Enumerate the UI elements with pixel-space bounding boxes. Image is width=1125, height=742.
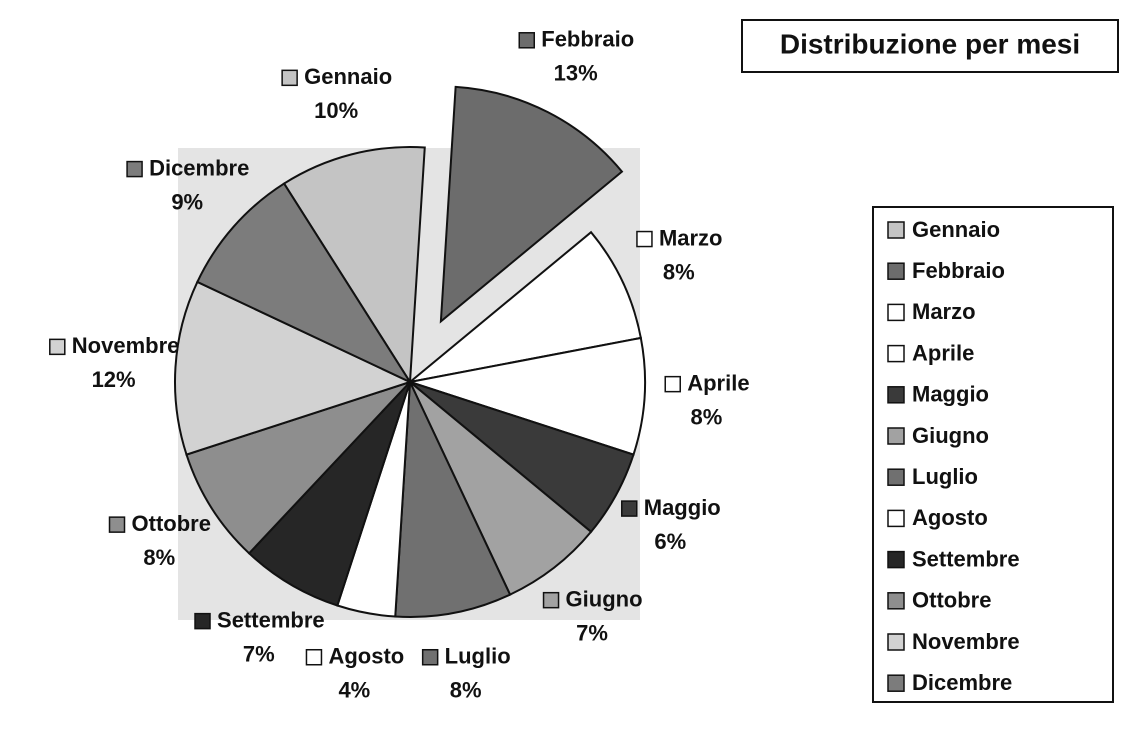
slice-label-name: Novembre: [72, 333, 180, 358]
slice-label-value: 6%: [654, 529, 686, 554]
legend-key: [887, 427, 905, 445]
legend-key: [887, 221, 905, 239]
slice-label-key: [664, 375, 681, 393]
slice-label-value: 7%: [243, 641, 275, 666]
legend-key: [887, 262, 905, 280]
slice-label-name: Marzo: [659, 225, 723, 250]
slice-label-name: Gennaio: [304, 64, 392, 89]
pie-slice: [174, 280, 413, 456]
legend-key: [887, 386, 905, 404]
legend-key: [887, 303, 905, 322]
legend-label: Ottobre: [912, 588, 991, 613]
pie-slice: [196, 182, 413, 385]
slice-label-key: [305, 648, 323, 666]
pie-slice: [185, 381, 411, 555]
legend-key: [887, 550, 905, 569]
legend-label: Settembre: [912, 546, 1020, 571]
slice-label-name: Dicembre: [149, 155, 249, 180]
slice-label-name: Giugno: [566, 586, 643, 611]
slice-label-name: Settembre: [217, 607, 325, 632]
slice-label-value: 13%: [554, 61, 598, 86]
slice-label-name: Agosto: [328, 644, 404, 669]
slice-label-value: 7%: [576, 620, 608, 645]
chart-title: Distribuzione per mesi: [780, 28, 1080, 59]
slice-label-value: 10%: [314, 98, 358, 123]
slice-label-key: [194, 612, 211, 630]
legend-key: [887, 592, 905, 610]
slice-label-name: Ottobre: [132, 511, 211, 536]
pie-slice: [409, 336, 646, 456]
slice-label-key: [636, 230, 653, 248]
legend-label: Febbraio: [912, 258, 1005, 283]
legend-key: [887, 674, 905, 692]
slice-label-value: 9%: [171, 189, 203, 214]
legend-key: [887, 633, 905, 651]
slice-label-name: Febbraio: [541, 27, 634, 52]
slice-label-value: 12%: [92, 367, 136, 392]
slice-label-name: Aprile: [687, 370, 749, 395]
pie-slice: [394, 381, 512, 618]
slice-label-name: Luglio: [445, 644, 511, 669]
slice-label-key: [542, 591, 560, 609]
legend-box: [872, 206, 1114, 703]
legend-label: Agosto: [912, 505, 988, 530]
legend-label: Giugno: [912, 423, 989, 448]
slice-label-value: 8%: [450, 678, 482, 703]
slice-label-key: [421, 648, 439, 666]
legend-key: [887, 344, 905, 363]
legend-label: Marzo: [912, 299, 976, 324]
slice-label-key: [621, 500, 638, 517]
slice-label-value: 8%: [143, 545, 175, 570]
slice-label-key: [281, 69, 298, 87]
legend-label: Dicembre: [912, 670, 1012, 695]
legend-label: Aprile: [912, 340, 974, 365]
slice-label-value: 4%: [338, 678, 370, 703]
pie-slice: [409, 230, 643, 383]
legend-label: Novembre: [912, 629, 1020, 654]
slice-label-name: Maggio: [644, 495, 721, 520]
slice-label-key: [518, 32, 536, 49]
pie-slice: [247, 381, 411, 607]
slice-label-key: [49, 338, 66, 356]
slice-label-value: 8%: [663, 259, 695, 284]
legend-label: Maggio: [912, 382, 989, 407]
pie-slice: [409, 381, 593, 596]
slice-label-key: [126, 160, 143, 178]
legend-key: [887, 468, 905, 486]
title-box: [741, 19, 1119, 73]
legend-label: Gennaio: [912, 217, 1000, 242]
legend-key: [887, 509, 905, 528]
pie-slice: [439, 85, 624, 324]
slice-label-value: 8%: [691, 404, 723, 429]
pie-slice: [282, 146, 426, 386]
slice-label-key: [108, 516, 126, 533]
legend-label: Luglio: [912, 464, 978, 489]
